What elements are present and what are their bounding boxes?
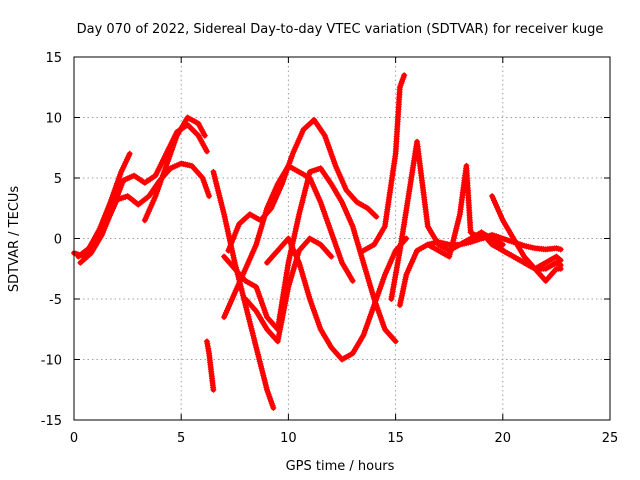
- x-tick-label: 0: [70, 431, 78, 446]
- x-tick-label: 5: [177, 431, 185, 446]
- series-markers: [360, 72, 408, 254]
- series-markers: [75, 150, 133, 260]
- series-markers: [77, 121, 210, 266]
- series-sat-o: [424, 162, 564, 272]
- series-markers: [225, 116, 380, 254]
- series-markers: [489, 193, 564, 272]
- y-tick-label: 10: [45, 112, 62, 127]
- series-sat-f: [203, 338, 217, 393]
- x-tick-label: 10: [280, 431, 297, 446]
- series-markers: [424, 162, 564, 272]
- series-markers: [264, 235, 410, 363]
- series-markers: [141, 114, 208, 224]
- series-sat-e: [210, 168, 277, 411]
- x-tick-label: 15: [387, 431, 404, 446]
- series-track: [77, 122, 210, 266]
- series-markers: [242, 235, 335, 345]
- series-sat-i: [225, 116, 380, 254]
- x-axis-label: GPS time / hours: [286, 459, 395, 474]
- series-layer: [71, 72, 564, 411]
- series-sat-c: [75, 150, 133, 260]
- series-markers: [203, 338, 217, 393]
- y-tick-label: -10: [41, 354, 62, 369]
- series-markers: [478, 229, 564, 284]
- y-tick-label: -5: [49, 293, 62, 308]
- series-sat-p: [489, 193, 564, 272]
- grid: [74, 57, 610, 420]
- series-markers: [210, 168, 277, 411]
- x-tick-label: 25: [602, 431, 619, 446]
- chart-title: Day 070 of 2022, Sidereal Day-to-day VTE…: [77, 22, 604, 37]
- y-tick-label: 5: [54, 172, 62, 187]
- y-tick-label: -15: [41, 414, 62, 429]
- series-sat-d: [141, 114, 208, 224]
- series-track: [425, 163, 564, 272]
- series-sat-j: [242, 235, 335, 345]
- series-sat-b: [77, 121, 210, 266]
- series-sat-q: [478, 229, 564, 284]
- series-sat-k: [264, 235, 410, 363]
- y-axis-label: SDTVAR / TECUs: [7, 186, 22, 293]
- series-sat-l: [360, 72, 408, 254]
- y-tick-label: 0: [54, 233, 62, 248]
- axis-ticks: 0 5 10 15 20 25 -15 -10 -5 0 5 10 15: [41, 51, 619, 446]
- x-tick-label: 20: [495, 431, 512, 446]
- y-tick-label: 15: [45, 51, 62, 66]
